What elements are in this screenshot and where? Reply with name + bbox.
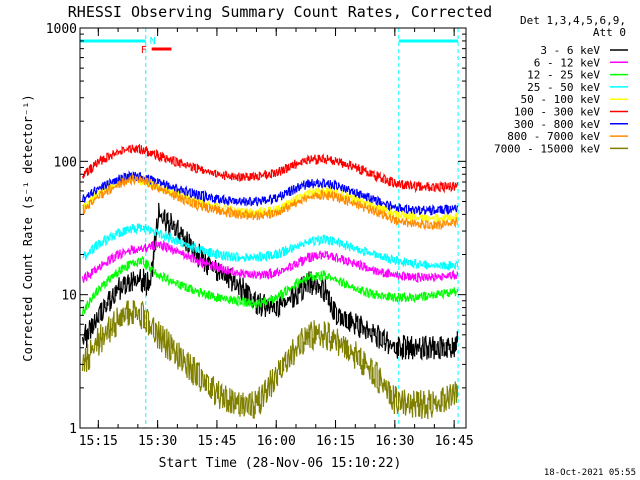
legend-entry-label: 25 - 50 keV: [527, 81, 600, 94]
series-line-6-12-kev: [81, 239, 458, 284]
legend-entry-label: 50 - 100 keV: [521, 93, 601, 106]
legend-entry-label: 100 - 300 keV: [514, 106, 600, 119]
y-tick-label: 1: [69, 422, 77, 437]
series-line-100-300-kev: [81, 143, 458, 194]
legend-header: Det 1,3,4,5,6,9,: [520, 14, 626, 27]
legend-entry-label: 3 - 6 keV: [540, 44, 600, 57]
y-axis: 1 10 100 1000: [46, 22, 466, 437]
x-tick-label: 15:30: [138, 434, 177, 449]
plot-frame: [79, 27, 467, 429]
series-line-12-25-kev: [81, 255, 458, 316]
legend-entry-label: 6 - 12 keV: [534, 56, 601, 69]
x-tick-label: 16:15: [316, 434, 355, 449]
legend-entry-label: 800 - 7000 keV: [507, 130, 600, 143]
x-tick-label: 16:00: [257, 434, 296, 449]
night-label: N: [150, 36, 156, 47]
y-tick-label: 10: [61, 289, 77, 304]
chart-title: RHESSI Observing Summary Count Rates, Co…: [68, 3, 492, 21]
y-tick-label: 1000: [46, 22, 77, 37]
legend-entry-label: 12 - 25 keV: [527, 69, 600, 82]
y-axis-label: Corrected Count Rate (s⁻¹ detector⁻¹): [21, 94, 35, 361]
x-axis: 15:15 15:30 15:45 16:00 16:15 16:30 16:45: [79, 28, 474, 449]
legend-header: Att 0: [593, 26, 626, 39]
legend-entry-label: 7000 - 15000 keV: [494, 142, 600, 155]
legend-entry-label: 300 - 800 keV: [514, 118, 600, 131]
timestamp: 18-Oct-2021 05:55: [544, 468, 636, 478]
series-line-3-6-kev: [81, 202, 458, 361]
x-axis-label: Start Time (28-Nov-06 15:10:22): [159, 456, 402, 471]
series-line-25-50-kev: [82, 223, 458, 271]
x-tick-label: 15:45: [197, 434, 236, 449]
x-tick-label: 16:45: [435, 434, 474, 449]
x-tick-label: 15:15: [79, 434, 118, 449]
plot-area: NF: [79, 28, 459, 428]
y-tick-label: 100: [54, 155, 77, 170]
x-tick-label: 16:30: [375, 434, 414, 449]
series-line-7000-15000-kev: [81, 300, 458, 420]
flare-label: F: [141, 45, 147, 56]
series-line-800-7000-kev: [82, 173, 458, 231]
